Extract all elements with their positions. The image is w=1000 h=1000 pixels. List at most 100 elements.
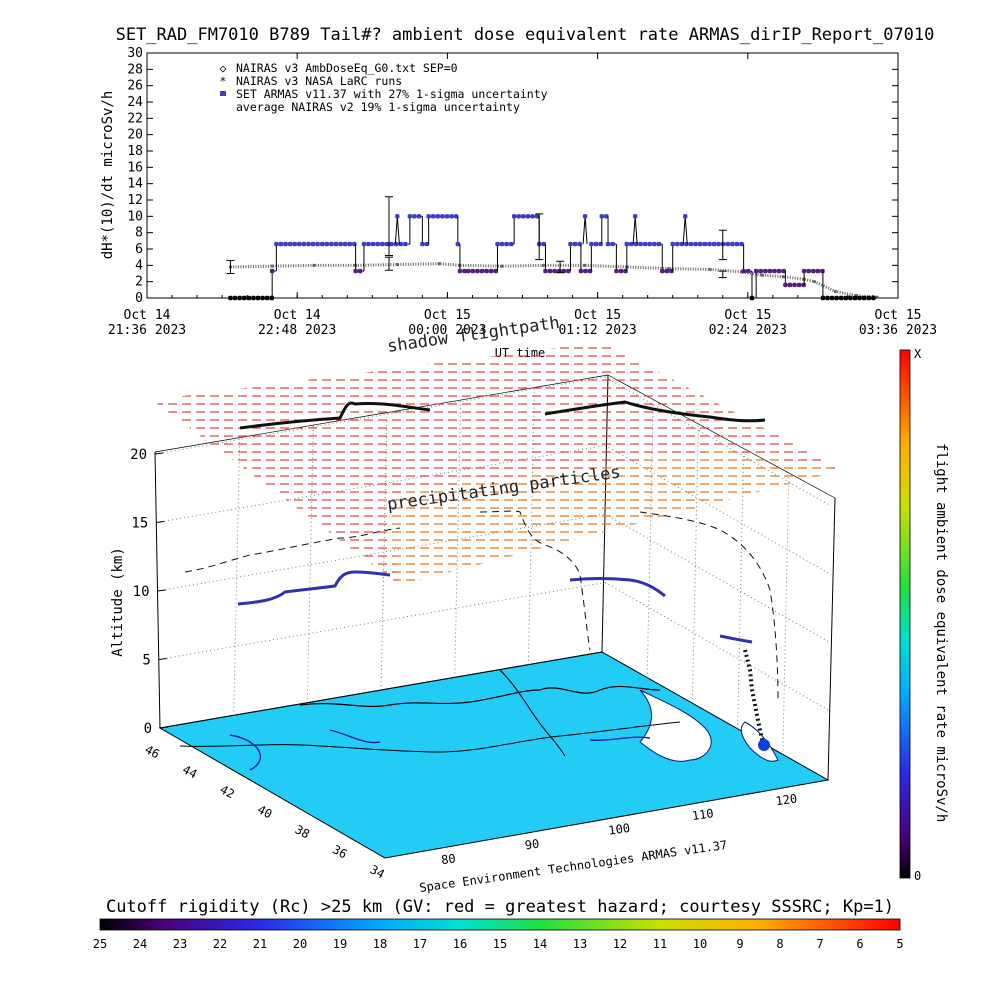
armas-point bbox=[647, 241, 652, 247]
armas-point bbox=[361, 241, 367, 247]
armas-point bbox=[403, 241, 408, 247]
y-tick-label: 12 bbox=[127, 193, 143, 208]
arrival-point bbox=[758, 739, 770, 751]
armas-point bbox=[675, 241, 680, 247]
precipitation-sheet-lower bbox=[380, 450, 843, 585]
armas-spike bbox=[396, 216, 400, 245]
descent-path bbox=[743, 649, 765, 746]
longitude-ticks: 80 90 100 110 120 bbox=[440, 791, 798, 867]
nairas-point bbox=[437, 262, 441, 266]
legend-label: average NAIRAS v2 19% 1-sigma uncertaint… bbox=[236, 100, 520, 114]
grid-line bbox=[604, 582, 832, 712]
armas-point bbox=[283, 241, 288, 247]
armas-point bbox=[730, 241, 735, 247]
longitude-tick-label: 110 bbox=[691, 806, 714, 823]
armas-point bbox=[796, 282, 802, 288]
latitude-tick-label: 44 bbox=[180, 762, 199, 781]
x-tick-label-date: Oct 15 bbox=[875, 308, 922, 323]
armas-point bbox=[292, 241, 297, 247]
armas-point bbox=[758, 268, 763, 274]
y-tick-label: 20 bbox=[127, 128, 143, 143]
cutoff-tick-label: 24 bbox=[133, 937, 147, 951]
grid-line bbox=[691, 423, 699, 704]
armas-point bbox=[739, 241, 744, 247]
cutoff-tick-label: 6 bbox=[856, 937, 863, 951]
z-tick bbox=[156, 521, 165, 523]
armas-point bbox=[475, 268, 480, 274]
z-tick bbox=[154, 452, 164, 455]
cutoff-tick-label: 20 bbox=[293, 937, 307, 951]
armas-spike bbox=[634, 216, 638, 245]
projection-line bbox=[184, 510, 591, 651]
armas-point bbox=[834, 295, 839, 301]
armas-point bbox=[274, 241, 279, 247]
armas-point bbox=[753, 268, 759, 274]
map-border-line bbox=[499, 669, 566, 757]
nairas-point bbox=[708, 267, 712, 272]
cutoff-tick-label: 14 bbox=[533, 937, 547, 951]
y-tick-label: 24 bbox=[127, 95, 143, 110]
armas-point bbox=[320, 241, 325, 247]
armas-point bbox=[857, 295, 862, 301]
armas-point bbox=[589, 241, 594, 247]
armas-point bbox=[232, 295, 238, 301]
armas-point bbox=[499, 241, 505, 247]
nairas-point bbox=[312, 263, 316, 267]
armas-point bbox=[593, 241, 599, 247]
armas-point bbox=[792, 282, 797, 288]
cutoff-tick-label: 5 bbox=[896, 937, 903, 951]
armas-point bbox=[734, 241, 740, 247]
nairas-point bbox=[833, 289, 838, 294]
armas-point bbox=[632, 214, 638, 219]
armas-point bbox=[599, 214, 604, 219]
armas-point bbox=[852, 295, 858, 301]
z-axis-ticks: 0 5 10 15 20 bbox=[130, 447, 169, 737]
armas-spike bbox=[394, 216, 398, 245]
armas-point bbox=[871, 295, 876, 301]
armas-point bbox=[301, 241, 307, 247]
armas-point bbox=[568, 241, 573, 247]
longitude-tick-label: 100 bbox=[608, 821, 631, 838]
legend-marker bbox=[220, 91, 226, 96]
cutoff-tick-label: 13 bbox=[573, 937, 587, 951]
nairas-point bbox=[781, 275, 785, 279]
armas-point bbox=[583, 268, 588, 274]
armas-point bbox=[843, 295, 849, 301]
grid-line bbox=[737, 448, 745, 729]
x-tick-label-time: 01:12 2023 bbox=[558, 323, 636, 338]
armas-point bbox=[746, 268, 751, 274]
y-tick-label: 4 bbox=[135, 258, 143, 273]
armas-point bbox=[455, 241, 461, 247]
armas-spike bbox=[584, 216, 588, 245]
armas-point bbox=[242, 295, 247, 301]
z-axis bbox=[154, 451, 161, 729]
legend-marker: ◇ bbox=[220, 61, 227, 75]
grid-line bbox=[604, 513, 832, 644]
armas-point bbox=[547, 268, 553, 274]
armas-point bbox=[566, 268, 571, 274]
x-tick-label-date: Oct 14 bbox=[124, 308, 171, 323]
armas-point bbox=[763, 268, 768, 274]
armas-point bbox=[848, 295, 853, 301]
grid-line bbox=[782, 474, 790, 755]
z-tick bbox=[157, 589, 166, 592]
nairas-series bbox=[228, 262, 879, 299]
armas-point bbox=[839, 295, 844, 301]
x-tick-label-time: 21:36 2023 bbox=[108, 323, 186, 338]
y-tick-label: 26 bbox=[127, 79, 143, 94]
armas-point bbox=[278, 241, 284, 247]
cutoff-colorbar bbox=[99, 918, 901, 931]
armas-point bbox=[582, 214, 588, 219]
nairas-point bbox=[812, 280, 817, 284]
armas-point bbox=[333, 241, 339, 247]
armas-point bbox=[652, 241, 657, 247]
box-edge bbox=[827, 497, 836, 781]
armas-point bbox=[393, 241, 399, 247]
armas-point bbox=[358, 268, 363, 274]
armas-flightpath-line bbox=[569, 577, 666, 598]
z-tick-label: 20 bbox=[130, 447, 147, 463]
